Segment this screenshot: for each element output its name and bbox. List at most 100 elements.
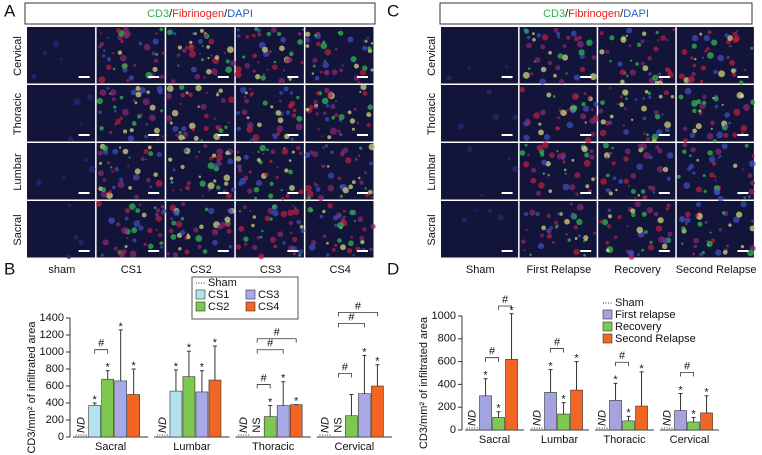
cell: [682, 149, 687, 154]
cell: [122, 148, 129, 155]
cell: [523, 134, 530, 141]
cell: [218, 88, 223, 93]
row-label: Cervical: [426, 36, 438, 76]
cell: [577, 35, 583, 40]
cell: [339, 184, 344, 189]
cell: [312, 57, 318, 63]
legend-label: Sham: [615, 297, 644, 309]
cell: [178, 247, 182, 251]
cell: [97, 150, 103, 156]
cell: [100, 187, 107, 193]
cell: [685, 211, 691, 218]
cell: [576, 218, 583, 226]
bar: [479, 395, 492, 431]
cell: [289, 91, 294, 95]
cell: [684, 217, 691, 224]
cell: [99, 41, 105, 47]
column-label: CS4: [329, 264, 350, 276]
cell: [642, 65, 649, 72]
cell: [557, 35, 561, 39]
cell: [153, 172, 158, 177]
micrograph: [676, 201, 754, 258]
bar: [88, 405, 101, 438]
cell: [236, 244, 242, 250]
bar: [169, 390, 183, 438]
panel-letter: C: [387, 1, 399, 20]
cell: [655, 225, 663, 232]
significance-mark: *: [93, 394, 98, 406]
cell: [366, 123, 371, 128]
column-label: CS1: [121, 264, 142, 276]
cell: [583, 239, 586, 243]
micrograph: [441, 201, 519, 258]
cell: [257, 32, 262, 37]
stain-label: CD3/Fibrinogen/DAPI: [147, 8, 253, 20]
cell: [189, 122, 196, 130]
cell: [747, 249, 754, 257]
cell: [666, 203, 671, 208]
cell: [211, 68, 218, 75]
micrograph: [96, 27, 165, 84]
cell: [660, 35, 666, 41]
cell: [647, 244, 654, 251]
cell: [327, 92, 333, 98]
cell: [368, 143, 376, 151]
cell: [713, 175, 717, 178]
cell: [542, 172, 545, 175]
cell: [98, 161, 102, 165]
cell: [712, 97, 715, 100]
cell: [308, 104, 314, 110]
cell: [202, 194, 205, 197]
cell: [641, 31, 647, 37]
cell: [505, 65, 509, 69]
cell: [230, 60, 237, 67]
cell: [153, 58, 158, 63]
cell: [738, 80, 744, 85]
cell: [648, 72, 652, 76]
cell: [138, 225, 144, 231]
cell: [240, 86, 247, 94]
cell: [695, 123, 702, 130]
significance-mark: *: [362, 346, 367, 358]
bar: [700, 412, 713, 431]
cell: [155, 32, 158, 35]
cell: [747, 173, 753, 179]
cell: [692, 128, 697, 134]
cell: [347, 36, 354, 43]
cell: [593, 231, 597, 235]
cell: [571, 158, 575, 162]
column-label: Recovery: [614, 264, 661, 276]
cell: [269, 181, 274, 186]
cell: [288, 159, 292, 162]
cell: [562, 183, 570, 191]
cell: [699, 79, 704, 84]
cell: [657, 80, 663, 86]
cell: [254, 196, 257, 200]
cell: [172, 168, 176, 172]
cell: [559, 78, 565, 85]
cell: [591, 55, 597, 60]
y-tick-label: 600: [46, 380, 64, 392]
cell: [266, 31, 272, 37]
cell: [199, 224, 204, 230]
cell: [523, 248, 526, 252]
cell: [592, 114, 600, 122]
cell: [622, 124, 625, 127]
cell: [161, 135, 165, 138]
column-label: CS2: [190, 264, 211, 276]
cell: [647, 185, 652, 190]
cell: [213, 155, 216, 158]
cell: [569, 184, 576, 191]
cell: [226, 228, 232, 234]
cell: [105, 64, 112, 70]
bracket-label: #: [274, 327, 281, 339]
cell: [148, 151, 154, 157]
cell: [106, 161, 110, 165]
cell: [291, 113, 297, 118]
cell: [637, 194, 641, 197]
cell: [31, 73, 37, 79]
cell: [532, 32, 535, 36]
cell: [649, 240, 653, 244]
cell: [120, 54, 127, 62]
cell: [294, 206, 297, 209]
